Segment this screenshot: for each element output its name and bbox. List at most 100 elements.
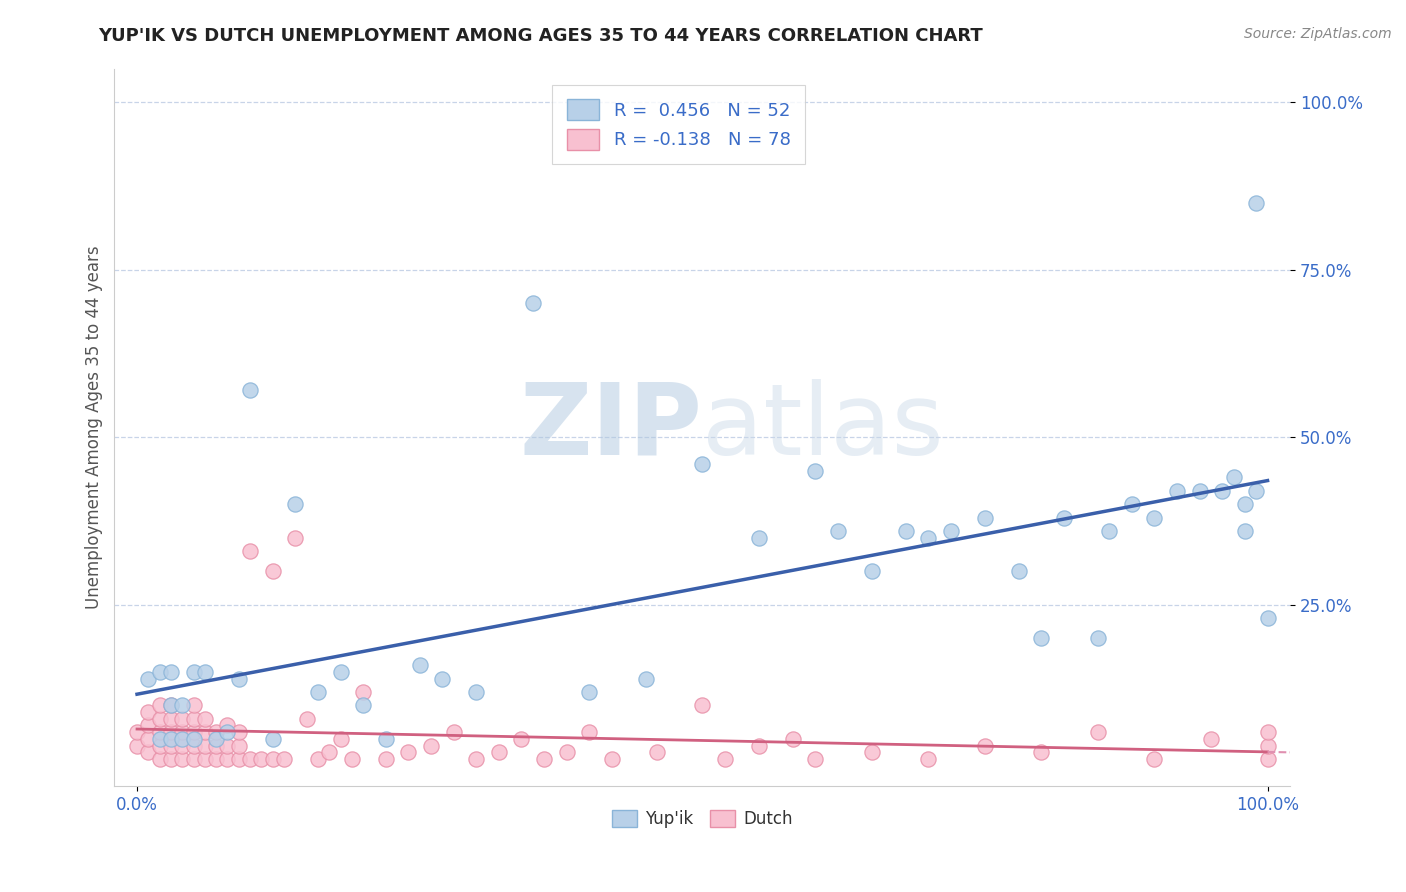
Point	[782, 731, 804, 746]
Point	[533, 752, 555, 766]
Point	[194, 752, 217, 766]
Point	[228, 725, 250, 739]
Point	[1233, 497, 1256, 511]
Point	[748, 739, 770, 753]
Point	[205, 725, 228, 739]
Point	[149, 731, 172, 746]
Point	[149, 725, 172, 739]
Point	[318, 745, 340, 759]
Point	[239, 384, 262, 398]
Point	[374, 731, 396, 746]
Point	[690, 457, 713, 471]
Point	[1008, 564, 1031, 578]
Point	[194, 712, 217, 726]
Point	[1233, 524, 1256, 538]
Point	[1222, 470, 1244, 484]
Point	[172, 752, 194, 766]
Point	[273, 752, 295, 766]
Point	[194, 725, 217, 739]
Point	[217, 752, 239, 766]
Point	[194, 739, 217, 753]
Point	[1087, 725, 1109, 739]
Point	[1257, 725, 1279, 739]
Point	[125, 739, 148, 753]
Point	[827, 524, 849, 538]
Point	[160, 739, 183, 753]
Point	[136, 705, 159, 719]
Point	[239, 544, 262, 558]
Point	[1244, 483, 1267, 498]
Point	[1143, 510, 1166, 524]
Point	[149, 752, 172, 766]
Point	[172, 725, 194, 739]
Point	[136, 718, 159, 732]
Point	[939, 524, 962, 538]
Point	[228, 739, 250, 753]
Point	[1244, 195, 1267, 210]
Point	[804, 752, 827, 766]
Point	[183, 712, 205, 726]
Point	[160, 752, 183, 766]
Point	[329, 731, 352, 746]
Point	[217, 718, 239, 732]
Point	[1143, 752, 1166, 766]
Point	[555, 745, 578, 759]
Point	[205, 739, 228, 753]
Point	[183, 731, 205, 746]
Point	[1257, 752, 1279, 766]
Point	[860, 564, 883, 578]
Point	[1211, 483, 1233, 498]
Point	[149, 712, 172, 726]
Point	[974, 739, 997, 753]
Point	[374, 752, 396, 766]
Point	[488, 745, 510, 759]
Point	[1166, 483, 1188, 498]
Point	[160, 665, 183, 679]
Point	[183, 739, 205, 753]
Point	[136, 672, 159, 686]
Point	[262, 752, 284, 766]
Point	[160, 698, 183, 713]
Point	[307, 685, 329, 699]
Point	[149, 665, 172, 679]
Point	[408, 658, 430, 673]
Point	[690, 698, 713, 713]
Text: ZIP: ZIP	[519, 378, 702, 475]
Point	[183, 665, 205, 679]
Point	[443, 725, 465, 739]
Point	[352, 685, 374, 699]
Point	[295, 712, 318, 726]
Point	[172, 731, 194, 746]
Point	[1053, 510, 1076, 524]
Point	[432, 672, 454, 686]
Point	[600, 752, 623, 766]
Point	[125, 725, 148, 739]
Point	[172, 698, 194, 713]
Point	[228, 672, 250, 686]
Point	[136, 745, 159, 759]
Point	[860, 745, 883, 759]
Point	[205, 752, 228, 766]
Text: atlas: atlas	[702, 378, 943, 475]
Point	[217, 739, 239, 753]
Point	[917, 752, 939, 766]
Point	[1031, 632, 1053, 646]
Point	[183, 725, 205, 739]
Point	[262, 731, 284, 746]
Point	[396, 745, 419, 759]
Point	[804, 464, 827, 478]
Point	[149, 739, 172, 753]
Point	[262, 564, 284, 578]
Point	[205, 731, 228, 746]
Point	[194, 665, 217, 679]
Y-axis label: Unemployment Among Ages 35 to 44 years: Unemployment Among Ages 35 to 44 years	[86, 245, 103, 609]
Point	[250, 752, 273, 766]
Point	[307, 752, 329, 766]
Point	[1257, 739, 1279, 753]
Point	[1031, 745, 1053, 759]
Point	[284, 497, 307, 511]
Point	[1098, 524, 1121, 538]
Point	[183, 752, 205, 766]
Point	[183, 698, 205, 713]
Point	[352, 698, 374, 713]
